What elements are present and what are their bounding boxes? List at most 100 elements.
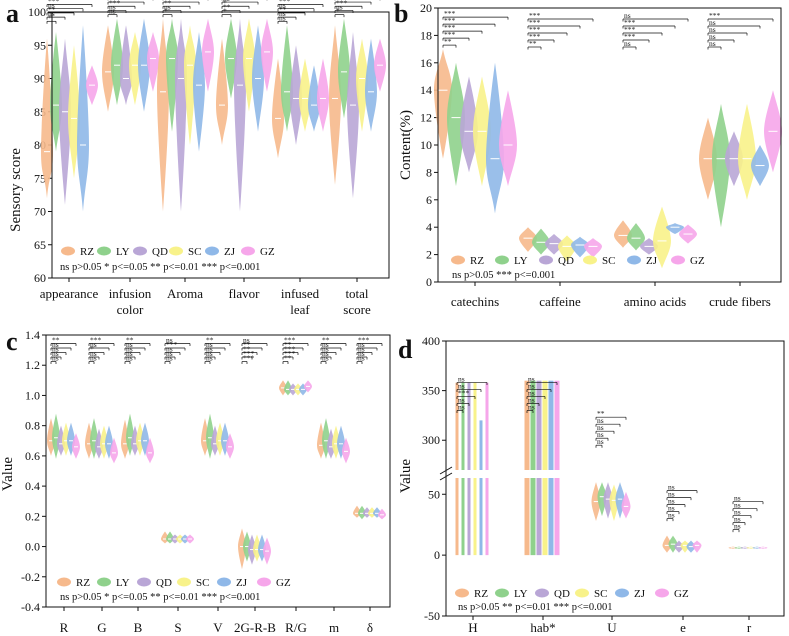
panel-c-legend-swatch-gz [257, 578, 271, 587]
panel-c-ytick-label-3: 0.2 [25, 509, 40, 523]
panel-a: a Sensory score 6065707580859095100 *ns**… [6, 0, 389, 317]
panel-c-legend-swatch-qd [137, 578, 151, 587]
panel-a-legend-label-qd: QD [152, 246, 168, 258]
panel-d-band-lower-0-sc [474, 478, 477, 555]
panel-d-violin-3-gz [693, 541, 702, 553]
panel-a-legend-swatch-sc [169, 247, 183, 256]
panel-b-ytick-label-7: 14 [420, 83, 432, 97]
panel-a-xlabel-score: score [343, 302, 371, 317]
panel-a-xlabel-aroma: Aroma [167, 286, 203, 301]
panel-b-ytick-label-5: 10 [420, 138, 432, 152]
panel-b-ylabel: Content(%) [398, 110, 414, 180]
panel-b-plot: 02468101214161820***********************… [420, 1, 782, 289]
panel-b-violin-3-sc [738, 104, 756, 200]
panel-c-cat-3-sig-4: ns [166, 336, 173, 345]
panel-a-legend: RZ LY QD SC ZJ GZ [61, 246, 275, 258]
panel-a-xlabel-total: total [345, 286, 368, 301]
panel-a-ytick-label-0: 60 [34, 271, 46, 285]
panel-d-cat-4-sig-4: ns [734, 494, 741, 503]
panel-a-ytick-label-2: 70 [34, 205, 46, 219]
panel-d-xlabel-r: r [747, 620, 752, 635]
panel-c-significance-note: ns p>0.05 * p<=0.05 ** p<=0.01 *** p<=0.… [60, 592, 260, 603]
panel-d-legend-swatch-sc [575, 589, 589, 598]
panel-d-band-lower-0-zj [480, 478, 483, 555]
panel-a-cat-0-sig-4: *** [48, 0, 60, 6]
panel-b-legend-swatch-sc [583, 256, 597, 265]
panel-d-legend-swatch-rz [455, 589, 469, 598]
panel-d-upper-ytick-label-0: 300 [422, 433, 440, 447]
panel-a-cat-1-sig-3: *** [109, 0, 121, 3]
panel-d-xlabel-H: H [468, 620, 477, 635]
panel-d-band-upper-0-zj [480, 420, 483, 470]
panel-d-band-lower-1-gz [555, 478, 560, 555]
panel-a-legend-swatch-ly [97, 247, 111, 256]
panel-c-legend-label-gz: GZ [276, 577, 291, 589]
panel-c-ytick-label-0: -0.4 [21, 600, 40, 614]
panel-a-legend-label-sc: SC [188, 246, 201, 258]
panel-a-legend-swatch-qd [133, 247, 147, 256]
panel-c-ytick-label-7: 1.0 [25, 388, 40, 402]
panel-b-legend-swatch-ly [495, 256, 509, 265]
panel-d-frame [446, 341, 784, 616]
panel-d-xlabel-U: U [607, 620, 617, 635]
panel-b-ytick-label-3: 6 [426, 193, 432, 207]
panel-b-significance-note: ns p>0.05 *** p<=0.001 [452, 270, 555, 281]
panel-a-cat-5-sig-3: * [336, 0, 340, 3]
panel-c-ytick-label-4: 0.4 [25, 479, 40, 493]
panel-d-significance-note: ns p>0.05 ** p<=0.01 *** p<=0.001 [458, 602, 612, 613]
panel-d-band-lower-0-qd [468, 478, 471, 555]
panel-d-cat-2-sig-4: ** [597, 409, 605, 418]
panel-d-legend-swatch-gz [655, 589, 669, 598]
panel-c-ytick-label-2: 0.0 [25, 540, 40, 554]
panel-d-xlabel-e: e [680, 620, 686, 635]
panel-a-violin-5-rz [329, 25, 341, 185]
panel-c-xlabel-S: S [174, 620, 181, 635]
panel-d-upper-ytick-label-2: 400 [422, 334, 440, 348]
panel-c-legend-label-zj: ZJ [236, 577, 248, 589]
panel-d-band-upper-1-gz [555, 381, 560, 470]
panel-c-legend-label-qd: QD [156, 577, 172, 589]
figure-canvas: a Sensory score 6065707580859095100 *ns**… [0, 0, 789, 636]
panel-b-legend-swatch-zj [627, 256, 641, 265]
panel-c-xlabel-delta: δ [367, 620, 373, 635]
panel-d-cat-3-sig-4: ns [668, 483, 675, 492]
panel-b-cat-2-sig-4: ns [624, 11, 631, 20]
panel-d-band-lower-1-ly [531, 478, 536, 555]
panel-d-xlabel-hab: hab* [530, 620, 555, 635]
panel-b-legend-swatch-rz [451, 256, 465, 265]
panel-a-ytick-label-8: 100 [28, 5, 46, 19]
panel-c-cat-4-sig-4: ** [206, 336, 214, 345]
panel-d-legend-swatch-ly [495, 589, 509, 598]
panel-a-plot: 6065707580859095100*ns**ns***nsns*******… [28, 0, 386, 285]
panel-c-ytick-label-5: 0.6 [25, 449, 40, 463]
panel-c-xlabel-R-G: R/G [285, 620, 307, 635]
panel-a-legend-swatch-zj [205, 247, 219, 256]
panel-a-legend-label-rz: RZ [80, 246, 94, 258]
panel-c-cat-1-sig-4: *** [90, 336, 102, 345]
panel-b-xlabel-caffeine: caffeine [539, 294, 581, 309]
panel-b-legend: RZ LY QD SC ZJ GZ [451, 255, 705, 267]
panel-a-violin-4-gz [317, 59, 329, 132]
panel-b-ytick-label-6: 12 [420, 111, 432, 125]
panel-c-ytick-label-9: 1.4 [25, 328, 40, 342]
panel-b-legend-swatch-qd [539, 256, 553, 265]
panel-label-c: c [6, 327, 18, 356]
panel-c-cat-7-sig-4: ** [322, 336, 330, 345]
panel-d-legend: RZ LY QD SC ZJ GZ [455, 588, 689, 600]
panel-c-legend-swatch-zj [217, 578, 231, 587]
panel-d-lower-ytick-label-1: 0 [434, 548, 440, 562]
panel-b-legend-label-qd: QD [558, 255, 574, 267]
panel-c-cat-2-sig-4: ** [126, 336, 134, 345]
panel-b-violin-1-gz [584, 238, 602, 257]
panel-a-violin-5-zj [365, 39, 377, 132]
panel-a-ytick-label-1: 65 [34, 238, 46, 252]
panel-d-band-lower-1-qd [537, 478, 542, 555]
panel-b-ytick-label-1: 2 [426, 248, 432, 262]
panel-b-legend-label-sc: SC [602, 255, 615, 267]
panel-b-ytick-label-0: 0 [426, 275, 432, 289]
panel-a-cat-3-sig-3: ns [223, 0, 230, 3]
panel-a-legend-label-zj: ZJ [224, 246, 236, 258]
panel-b-cat-1-sig-4: *** [529, 11, 541, 20]
panel-a-legend-swatch-gz [241, 247, 255, 256]
panel-c-xlabel-V: V [213, 620, 223, 635]
